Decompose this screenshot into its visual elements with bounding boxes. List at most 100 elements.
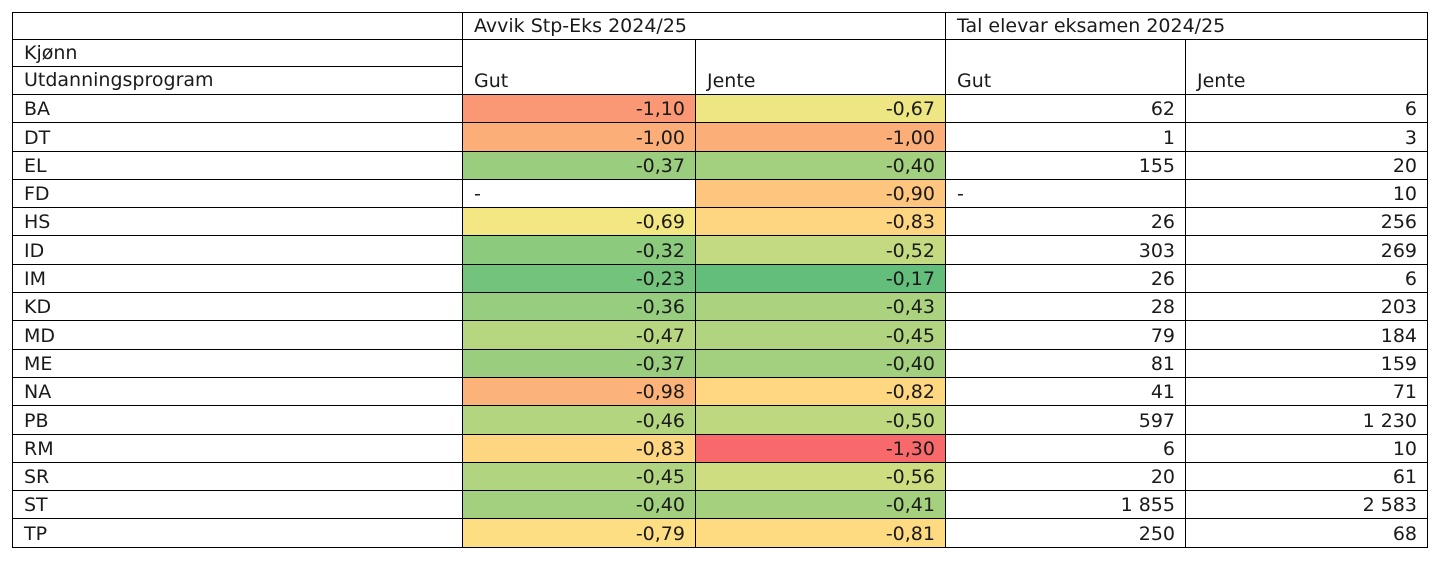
program-label: MD [12, 320, 463, 350]
avvik-gut-cell: -0,36 [462, 292, 696, 322]
avvik-jente-cell: -0,81 [695, 518, 946, 548]
avvik-jente-cell: -0,67 [695, 94, 946, 124]
program-label: FD [12, 179, 463, 209]
avvik-gut-cell: -0,45 [462, 462, 696, 492]
table-row: ME -0,37 -0,40 81 159 [12, 349, 1428, 378]
program-label: NA [12, 377, 463, 407]
tal-gut-cell: 1 855 [945, 490, 1186, 520]
column-header-tal-gut: Gut [945, 39, 1186, 95]
tal-gut-cell: 26 [945, 207, 1186, 237]
tal-jente-cell: 6 [1185, 94, 1428, 124]
avvik-jente-cell: -0,40 [695, 151, 946, 180]
table-row: DT -1,00 -1,00 1 3 [12, 122, 1428, 152]
tal-jente-cell: 71 [1185, 377, 1428, 407]
avvik-gut-cell: -0,23 [462, 264, 696, 294]
avvik-jente-cell: -0,43 [695, 292, 946, 322]
tal-gut-cell: 6 [945, 434, 1186, 463]
program-label: ME [12, 349, 463, 378]
group-header-tal: Tal elevar eksamen 2024/25 [945, 12, 1428, 40]
tal-jente-cell: 10 [1185, 179, 1428, 209]
program-label: ST [12, 490, 463, 520]
tal-jente-cell: 61 [1185, 462, 1428, 492]
tal-gut-cell: 20 [945, 462, 1186, 492]
group-header-avvik: Avvik Stp-Eks 2024/25 [462, 12, 946, 40]
avvik-jente-cell: -0,52 [695, 235, 946, 265]
avvik-jente-cell: -0,17 [695, 264, 946, 294]
avvik-gut-cell: -0,79 [462, 518, 696, 548]
header-group-row: Avvik Stp-Eks 2024/25 Tal elevar eksamen… [12, 12, 1428, 40]
program-label: PB [12, 405, 463, 435]
tal-gut-cell: 250 [945, 518, 1186, 548]
avvik-gut-cell: -0,69 [462, 207, 696, 237]
row-header-stub: Kjønn Utdanningsprogram [12, 39, 463, 95]
avvik-jente-cell: -0,41 [695, 490, 946, 520]
table-row: ST -0,40 -0,41 1 855 2 583 [12, 490, 1428, 520]
tal-jente-cell: 256 [1185, 207, 1428, 237]
avvik-jente-cell: -0,50 [695, 405, 946, 435]
table-row: PB -0,46 -0,50 597 1 230 [12, 405, 1428, 435]
program-label: HS [12, 207, 463, 237]
column-header-avvik-gut: Gut [462, 39, 696, 95]
avvik-gut-cell: - [462, 179, 696, 209]
avvik-jente-cell: -0,90 [695, 179, 946, 209]
tal-jente-cell: 184 [1185, 320, 1428, 350]
tal-jente-cell: 159 [1185, 349, 1428, 378]
avvik-jente-cell: -1,30 [695, 434, 946, 463]
tal-jente-cell: 3 [1185, 122, 1428, 152]
header-sub-row: Kjønn Utdanningsprogram Gut Jente Gut Je… [12, 39, 1428, 95]
table-row: FD - -0,90-10 [12, 179, 1428, 209]
table-row: HS -0,69 -0,83 26 256 [12, 207, 1428, 237]
tal-jente-cell: 2 583 [1185, 490, 1428, 520]
row-header-title: Kjønn [13, 40, 462, 67]
program-label: ID [12, 235, 463, 265]
avvik-jente-cell: -0,56 [695, 462, 946, 492]
header-corner-cell [12, 12, 463, 40]
program-label: SR [12, 462, 463, 492]
tal-gut-cell: 26 [945, 264, 1186, 294]
table-row: SR -0,45 -0,56 20 61 [12, 462, 1428, 492]
program-label: RM [12, 434, 463, 463]
program-label: TP [12, 518, 463, 548]
tal-jente-cell: 20 [1185, 151, 1428, 180]
tal-jente-cell: 10 [1185, 434, 1428, 463]
tal-jente-cell: 68 [1185, 518, 1428, 548]
table-row: NA -0,98 -0,82 41 71 [12, 377, 1428, 407]
avvik-gut-cell: -0,98 [462, 377, 696, 407]
program-label: KD [12, 292, 463, 322]
table-row: ID -0,32 -0,52 303 269 [12, 235, 1428, 265]
tal-gut-cell: 79 [945, 320, 1186, 350]
avvik-jente-cell: -0,40 [695, 349, 946, 378]
tal-gut-cell: 41 [945, 377, 1186, 407]
tal-gut-cell: - [945, 179, 1186, 209]
avvik-jente-cell: -0,83 [695, 207, 946, 237]
program-label: EL [12, 151, 463, 180]
avvik-gut-cell: -0,37 [462, 151, 696, 180]
avvik-gut-cell: -0,40 [462, 490, 696, 520]
tal-gut-cell: 155 [945, 151, 1186, 180]
tal-gut-cell: 303 [945, 235, 1186, 265]
avvik-gut-cell: -0,47 [462, 320, 696, 350]
tal-jente-cell: 1 230 [1185, 405, 1428, 435]
program-label: IM [12, 264, 463, 294]
row-header-subtitle: Utdanningsprogram [24, 69, 214, 91]
tal-gut-cell: 28 [945, 292, 1186, 322]
avvik-gut-cell: -0,46 [462, 405, 696, 435]
table-row: KD -0,36 -0,43 28 203 [12, 292, 1428, 322]
table-row: MD -0,47 -0,45 79 184 [12, 320, 1428, 350]
table-row: TP -0,79 -0,81 250 68 [12, 518, 1428, 548]
avvik-gut-cell: -1,10 [462, 94, 696, 124]
table-row: BA -1,10 -0,67 62 6 [12, 94, 1428, 124]
table-row: IM -0,23 -0,17 26 6 [12, 264, 1428, 294]
table-row: RM -0,83 -1,30 6 10 [12, 434, 1428, 463]
avvik-gut-cell: -0,37 [462, 349, 696, 378]
tal-gut-cell: 62 [945, 94, 1186, 124]
tal-gut-cell: 1 [945, 122, 1186, 152]
avvik-jente-cell: -0,45 [695, 320, 946, 350]
tal-gut-cell: 597 [945, 405, 1186, 435]
avvik-jente-cell: -1,00 [695, 122, 946, 152]
program-label: BA [12, 94, 463, 124]
column-header-avvik-jente: Jente [695, 39, 946, 95]
avvik-jente-cell: -0,82 [695, 377, 946, 407]
avvik-gut-cell: -1,00 [462, 122, 696, 152]
table-row: EL -0,37 -0,40 155 20 [12, 151, 1428, 180]
